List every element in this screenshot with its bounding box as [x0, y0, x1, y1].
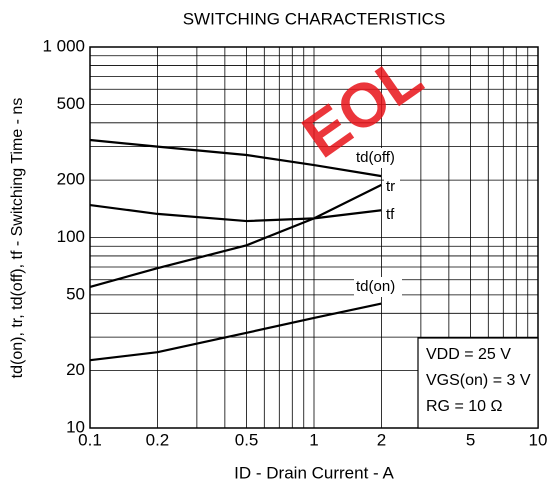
x-tick-label: 0.5	[235, 430, 259, 449]
x-tick-label: 0.2	[146, 430, 170, 449]
x-tick-label: 2	[377, 430, 386, 449]
series-line	[89, 302, 382, 362]
series-label: td(on)	[356, 278, 395, 295]
label-background	[354, 277, 402, 297]
x-tick-label: 5	[466, 430, 475, 449]
y-tick-label: 50	[66, 284, 85, 303]
series-label: tr	[386, 178, 395, 195]
y-tick-label: 500	[57, 94, 85, 113]
label-background	[384, 205, 400, 225]
series-line	[89, 203, 382, 223]
y-tick-label: 20	[66, 360, 85, 379]
y-tick-label: 200	[57, 170, 85, 189]
annotation: VDD = 25 V	[426, 346, 511, 363]
x-tick-label: 1	[309, 430, 318, 449]
condition-box	[417, 337, 539, 429]
y-tick-label: 100	[57, 227, 85, 246]
series-label: tf	[386, 206, 395, 223]
y-axis-label: td(on), tr, td(off), tf - Switching Time…	[9, 98, 26, 379]
label-background	[384, 177, 400, 197]
series-line	[89, 183, 382, 289]
y-tick-label: 1 000	[42, 36, 85, 55]
y-tick-label: 10	[66, 417, 85, 436]
chart-title: SWITCHING CHARACTERISTICS	[183, 9, 446, 28]
series-line	[89, 138, 382, 178]
plot-frame	[89, 46, 539, 429]
x-axis-label: ID - Drain Current - A	[234, 463, 394, 482]
annotation: RG = 10 Ω	[426, 398, 502, 415]
annotation: VGS(on) = 3 V	[426, 372, 531, 389]
x-tick-label: 10	[529, 430, 548, 449]
x-tick-label: 0.1	[78, 430, 102, 449]
label-background	[354, 148, 410, 168]
series-label: td(off)	[356, 149, 395, 166]
